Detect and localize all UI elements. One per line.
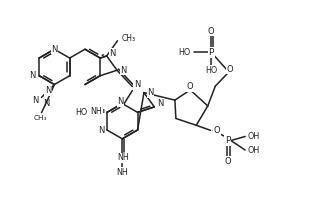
Text: HO: HO	[179, 48, 191, 57]
Text: N: N	[109, 49, 116, 58]
Text: N: N	[32, 96, 38, 105]
Text: HO: HO	[76, 108, 88, 117]
Text: N: N	[120, 66, 127, 75]
Text: N: N	[117, 97, 124, 106]
Text: HO: HO	[205, 66, 217, 75]
Text: OH: OH	[248, 146, 260, 155]
Text: N: N	[45, 86, 52, 95]
Text: OH: OH	[248, 132, 260, 141]
Text: O: O	[208, 27, 215, 36]
Text: N: N	[29, 71, 35, 80]
Text: N: N	[157, 99, 163, 108]
Text: NH: NH	[116, 168, 128, 176]
Text: NH: NH	[117, 153, 129, 162]
Text: P: P	[225, 136, 230, 145]
Text: N: N	[98, 125, 104, 135]
Text: N: N	[51, 45, 58, 54]
Text: O: O	[225, 157, 231, 166]
Text: O: O	[187, 82, 193, 91]
Text: CH₃: CH₃	[122, 34, 136, 43]
Text: P: P	[209, 48, 214, 57]
Text: N: N	[43, 99, 50, 108]
Text: NH: NH	[90, 107, 102, 115]
Text: O: O	[214, 126, 220, 135]
Text: N: N	[134, 80, 141, 89]
Text: O: O	[226, 65, 233, 74]
Text: CH₃: CH₃	[33, 115, 47, 121]
Text: N: N	[147, 88, 154, 97]
